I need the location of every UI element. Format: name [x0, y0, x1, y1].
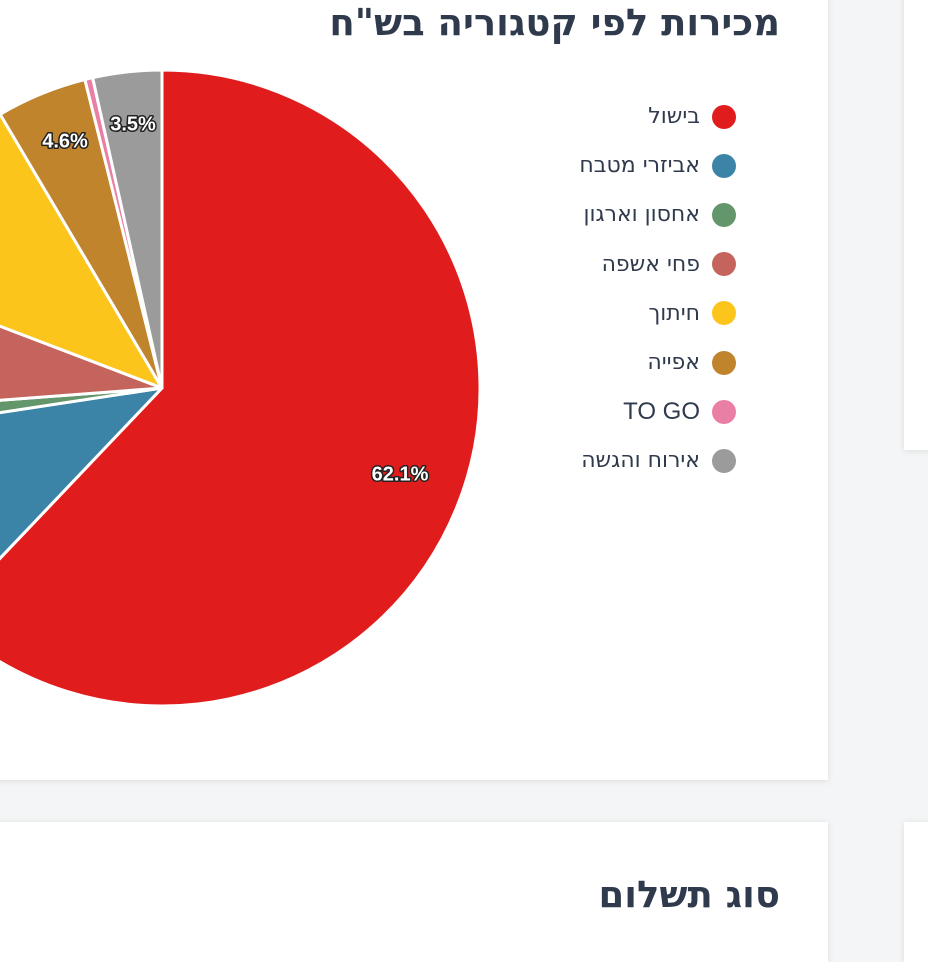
legend-item[interactable]: בישול: [436, 92, 736, 141]
legend-color-dot: [712, 399, 736, 424]
legend-label: TO GO: [623, 397, 700, 425]
legend-item[interactable]: אירוח והגשה: [436, 436, 736, 485]
legend-color-dot: [712, 104, 736, 129]
legend-label: אפייה: [647, 350, 700, 376]
slice-percent-label: 3.5%: [110, 113, 156, 135]
legend-item[interactable]: TO GO: [436, 387, 736, 436]
legend-label: חיתוך: [648, 300, 700, 326]
pie-slice-8[interactable]: [91, 68, 164, 390]
pie-slice-4[interactable]: [0, 275, 164, 412]
chart-title: מכירות לפי קטגוריה בש"ח: [329, 1, 780, 44]
legend-label: אביזרי מטבח: [579, 153, 700, 179]
legend-label: אירוח והגשה: [581, 448, 700, 474]
payment-type-title: סוג תשלום: [598, 873, 780, 916]
chart-legend: בישול אביזרי מטבח אחסון וארגון פחי אשפה חיתו…: [436, 92, 736, 486]
legend-label: פחי אשפה: [601, 251, 700, 277]
side-card-top: [904, 0, 928, 450]
pie-slice-1[interactable]: [0, 68, 482, 708]
legend-item[interactable]: פחי אשפה: [436, 240, 736, 289]
pie-slice-3[interactable]: [0, 386, 164, 436]
legend-label: אחסון וארגון: [583, 202, 700, 228]
legend-item[interactable]: אביזרי מטבח: [436, 141, 736, 190]
legend-color-dot: [712, 153, 736, 178]
legend-color-dot: [712, 301, 736, 326]
pie-chart: 62.1% 4.6% 3.5%: [0, 68, 482, 708]
legend-item[interactable]: אפייה: [436, 338, 736, 387]
legend-color-dot: [712, 350, 736, 375]
slice-percent-label: 62.1%: [372, 463, 429, 485]
legend-item[interactable]: אחסון וארגון: [436, 190, 736, 239]
legend-item[interactable]: חיתוך: [436, 289, 736, 338]
legend-color-dot: [712, 252, 736, 277]
pie-slice-2[interactable]: [0, 386, 164, 618]
legend-label: בישול: [648, 104, 700, 130]
legend-color-dot: [712, 202, 736, 227]
legend-color-dot: [712, 448, 736, 473]
slice-percent-label: 4.6%: [42, 130, 88, 152]
